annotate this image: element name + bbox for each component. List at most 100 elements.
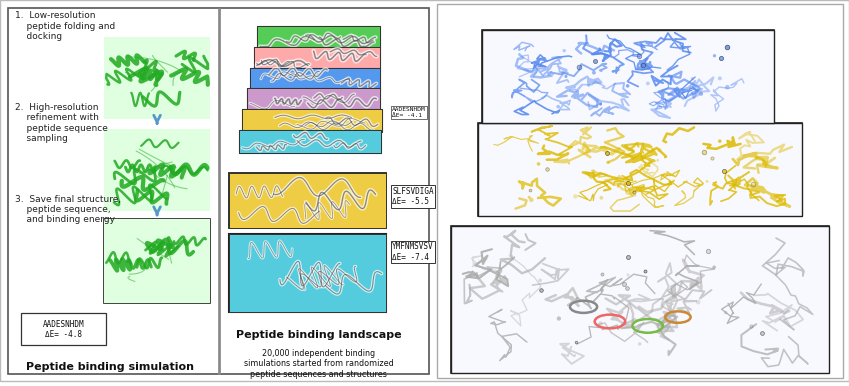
Bar [247,88,380,111]
Bar [104,129,210,211]
Bar [250,68,380,90]
Point [744,323,757,330]
Point [588,69,601,76]
Text: 1.  Low-resolution
    peptide folding and
    docking: 1. Low-resolution peptide folding and do… [15,12,115,41]
Bar [21,313,106,345]
Text: Peptide binding landscape: Peptide binding landscape [235,330,402,340]
Point [624,187,638,193]
Point [621,179,635,186]
Point [697,149,711,155]
Bar [241,110,381,132]
Bar [254,47,380,69]
Bar [228,234,385,312]
Bar [218,8,220,374]
Bar [478,123,802,217]
Point [593,320,607,327]
Point [621,272,635,278]
Point [535,287,548,293]
Point [593,101,607,107]
Bar [239,130,381,152]
Text: 2.  High-resolution
    refinement with
    peptide sequence
    sampling: 2. High-resolution refinement with pepti… [15,103,108,143]
Point [552,315,565,322]
Bar [437,4,843,378]
Point [700,178,714,185]
Point [569,339,582,345]
Point [685,76,699,82]
Point [595,287,609,293]
Point [719,310,733,316]
Text: AADESNHDM
ΔE= -4.1: AADESNHDM ΔE= -4.1 [392,107,426,118]
Point [638,268,652,274]
Point [721,84,734,90]
Point [636,62,649,68]
Point [617,281,631,287]
Bar [452,226,829,373]
Point [620,285,633,291]
Bar [256,25,380,48]
Point [641,80,655,86]
Bar [256,25,380,48]
Point [600,150,614,156]
Point [531,161,545,167]
Bar [482,30,774,123]
Bar [478,123,802,217]
Text: SLFSVDIGA
ΔE= -5.5: SLFSVDIGA ΔE= -5.5 [392,187,434,207]
Point [708,52,722,59]
Point [621,83,634,89]
Point [706,155,719,161]
Bar [239,130,381,152]
Point [720,44,734,50]
Bar [104,219,210,303]
Point [525,197,538,203]
Point [660,104,673,110]
Point [588,58,602,64]
Point [691,299,705,305]
Point [651,157,665,163]
Point [633,341,646,347]
Point [713,138,727,144]
Bar [228,173,385,228]
Point [569,193,582,200]
Point [746,181,760,187]
Point [558,47,571,54]
Bar [241,110,381,132]
Point [543,71,556,77]
Point [594,195,608,201]
Point [755,330,768,337]
Point [522,194,536,200]
Bar [228,173,385,228]
Point [694,91,708,97]
Bar [104,37,210,119]
Text: Peptide binding simulation: Peptide binding simulation [26,362,194,372]
Bar [104,219,210,303]
Point [551,103,565,110]
Point [715,55,728,61]
Bar [247,88,380,111]
Bar [452,226,829,373]
Text: 20,000 independent binding
simulations started from randomized
peptide sequences: 20,000 independent binding simulations s… [244,349,393,379]
Point [653,147,666,153]
Point [633,53,646,59]
Text: YMFNMSVSV
ΔE= -7.4: YMFNMSVSV ΔE= -7.4 [392,242,434,262]
Bar [482,30,774,123]
Text: AADESNHDM
ΔE= -4.8: AADESNHDM ΔE= -4.8 [42,320,85,339]
Point [541,166,554,172]
Point [572,64,586,70]
Bar [250,68,380,90]
Point [533,277,547,283]
Point [621,254,634,260]
Text: 3.  Save final structure,
    peptide sequence,
    and binding energy: 3. Save final structure, peptide sequenc… [15,195,121,224]
Bar [228,234,385,312]
Point [595,271,609,277]
Point [717,168,730,174]
Bar [254,47,380,69]
Point [627,190,641,196]
Bar [8,8,429,374]
Point [685,281,699,287]
Point [601,159,615,166]
Point [523,187,537,193]
Point [707,264,721,271]
Point [701,247,715,254]
Point [713,75,727,81]
Point [559,73,573,80]
